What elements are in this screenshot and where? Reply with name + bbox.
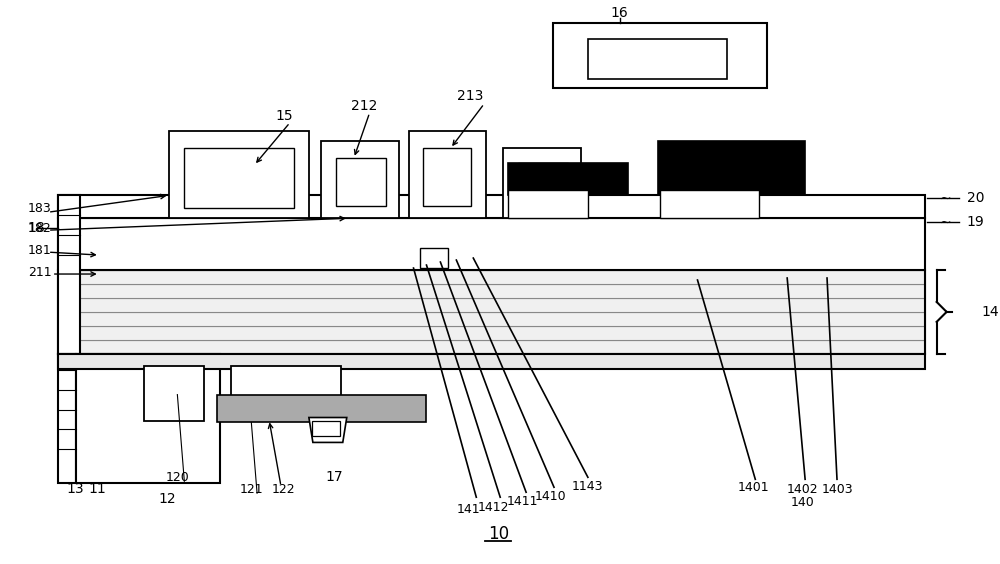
Bar <box>76 354 220 483</box>
Text: 20: 20 <box>967 191 984 205</box>
Bar <box>58 298 925 312</box>
Text: 141: 141 <box>457 503 480 515</box>
Text: 15: 15 <box>275 109 293 122</box>
Bar <box>423 148 471 206</box>
Bar <box>508 190 588 218</box>
Text: 183: 183 <box>28 202 52 215</box>
Text: 1403: 1403 <box>821 483 853 496</box>
Text: 17: 17 <box>325 470 343 484</box>
Text: 11: 11 <box>89 482 107 496</box>
Bar <box>58 354 925 369</box>
Text: ~: ~ <box>940 215 952 229</box>
Bar <box>58 340 925 354</box>
Text: 1401: 1401 <box>737 481 769 494</box>
Bar <box>58 312 925 326</box>
Text: 182: 182 <box>28 222 52 235</box>
Text: 1402: 1402 <box>786 483 818 496</box>
Text: 120: 120 <box>165 471 189 484</box>
Bar <box>508 164 628 195</box>
Text: 212: 212 <box>351 99 377 113</box>
Bar <box>658 140 805 195</box>
Text: 122: 122 <box>272 483 296 496</box>
Bar <box>217 395 426 422</box>
Bar <box>169 130 309 218</box>
Text: ~: ~ <box>940 191 952 205</box>
Text: 16: 16 <box>611 6 629 20</box>
Bar <box>588 39 727 79</box>
Bar <box>58 195 925 218</box>
Bar <box>518 164 568 208</box>
Bar <box>58 195 80 354</box>
Text: 1143: 1143 <box>572 480 604 493</box>
Bar <box>321 140 399 218</box>
Text: 140: 140 <box>790 496 814 509</box>
Text: 1410: 1410 <box>534 490 566 503</box>
Bar <box>409 130 486 218</box>
Bar <box>184 148 294 208</box>
Bar <box>336 158 386 206</box>
Text: 211: 211 <box>28 266 52 279</box>
Text: 10: 10 <box>488 525 509 543</box>
Bar <box>420 248 448 268</box>
Bar <box>58 284 925 298</box>
Text: 19: 19 <box>967 215 984 229</box>
Text: 181: 181 <box>28 244 52 257</box>
Bar <box>58 354 76 483</box>
Text: 14: 14 <box>981 305 999 319</box>
Bar <box>553 23 767 87</box>
Text: 121: 121 <box>239 483 263 496</box>
Text: 213: 213 <box>457 89 484 103</box>
Bar <box>58 270 925 354</box>
Text: 12: 12 <box>159 492 176 506</box>
Bar <box>231 365 341 421</box>
Text: 18: 18 <box>28 221 46 235</box>
Polygon shape <box>309 417 347 442</box>
Bar <box>503 148 581 218</box>
Bar <box>144 365 204 421</box>
Bar <box>660 190 759 218</box>
Bar <box>58 270 925 284</box>
Bar <box>58 326 925 340</box>
Text: 13: 13 <box>67 482 85 496</box>
Text: 1412: 1412 <box>477 501 509 514</box>
Text: 1411: 1411 <box>506 495 538 508</box>
Bar <box>312 421 340 437</box>
Bar <box>58 218 925 270</box>
